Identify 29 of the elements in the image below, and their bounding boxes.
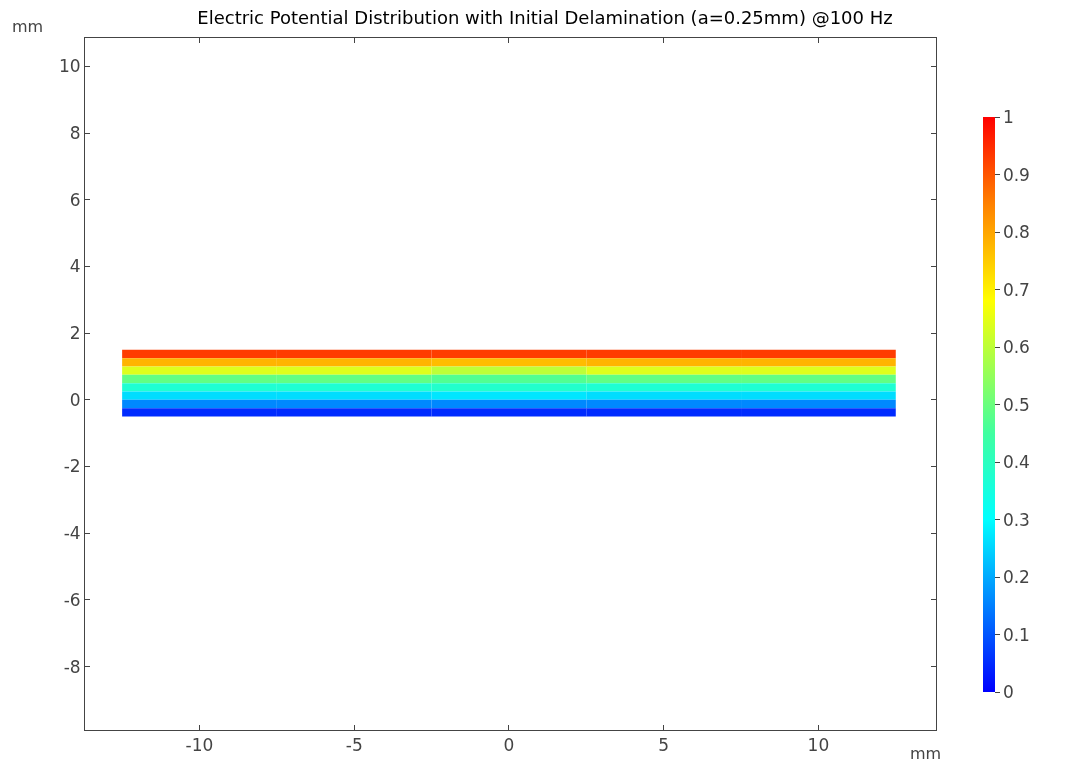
chart-title: Electric Potential Distribution with Initial Delamination (a=0.25mm) @100 Hz bbox=[197, 7, 893, 29]
y-tick-label: 10 bbox=[58, 56, 81, 77]
x-axis-title: mm bbox=[910, 744, 942, 763]
y-tick-label: -2 bbox=[63, 456, 81, 477]
y-tick-label: 0 bbox=[69, 389, 81, 410]
color-bar-label: 0.7 bbox=[1002, 279, 1030, 300]
color-bar-label: 0.8 bbox=[1002, 222, 1030, 243]
y-tick-label: 6 bbox=[69, 189, 81, 210]
color-bar-label: 1 bbox=[1002, 107, 1014, 128]
x-tick-label: -10 bbox=[185, 735, 214, 756]
color-bar-label: 0.6 bbox=[1002, 337, 1030, 358]
color-bar-label: 0.2 bbox=[1002, 567, 1030, 588]
color-bar-label: 0.1 bbox=[1002, 624, 1030, 645]
y-tick-label: 8 bbox=[69, 123, 81, 143]
y-tick-label: 2 bbox=[69, 323, 81, 344]
x-tick-label: 10 bbox=[807, 735, 830, 756]
color-bar-label: 0.4 bbox=[1002, 452, 1030, 473]
color-bar-label: 0.9 bbox=[1002, 164, 1030, 185]
y-tick-label: -6 bbox=[63, 589, 81, 610]
x-tick-label: -5 bbox=[345, 735, 363, 756]
color-bar-label: 0.5 bbox=[1002, 394, 1030, 415]
y-tick-label: 4 bbox=[69, 256, 81, 277]
x-tick-label: 5 bbox=[658, 735, 670, 756]
y-tick-label: -4 bbox=[63, 523, 81, 544]
y-axis-title: mm bbox=[12, 17, 44, 36]
y-tick-label: -8 bbox=[63, 656, 81, 677]
color-bar-label: 0 bbox=[1002, 682, 1014, 703]
x-tick-label: 0 bbox=[503, 735, 515, 756]
color-bar-label: 0.3 bbox=[1002, 509, 1030, 530]
